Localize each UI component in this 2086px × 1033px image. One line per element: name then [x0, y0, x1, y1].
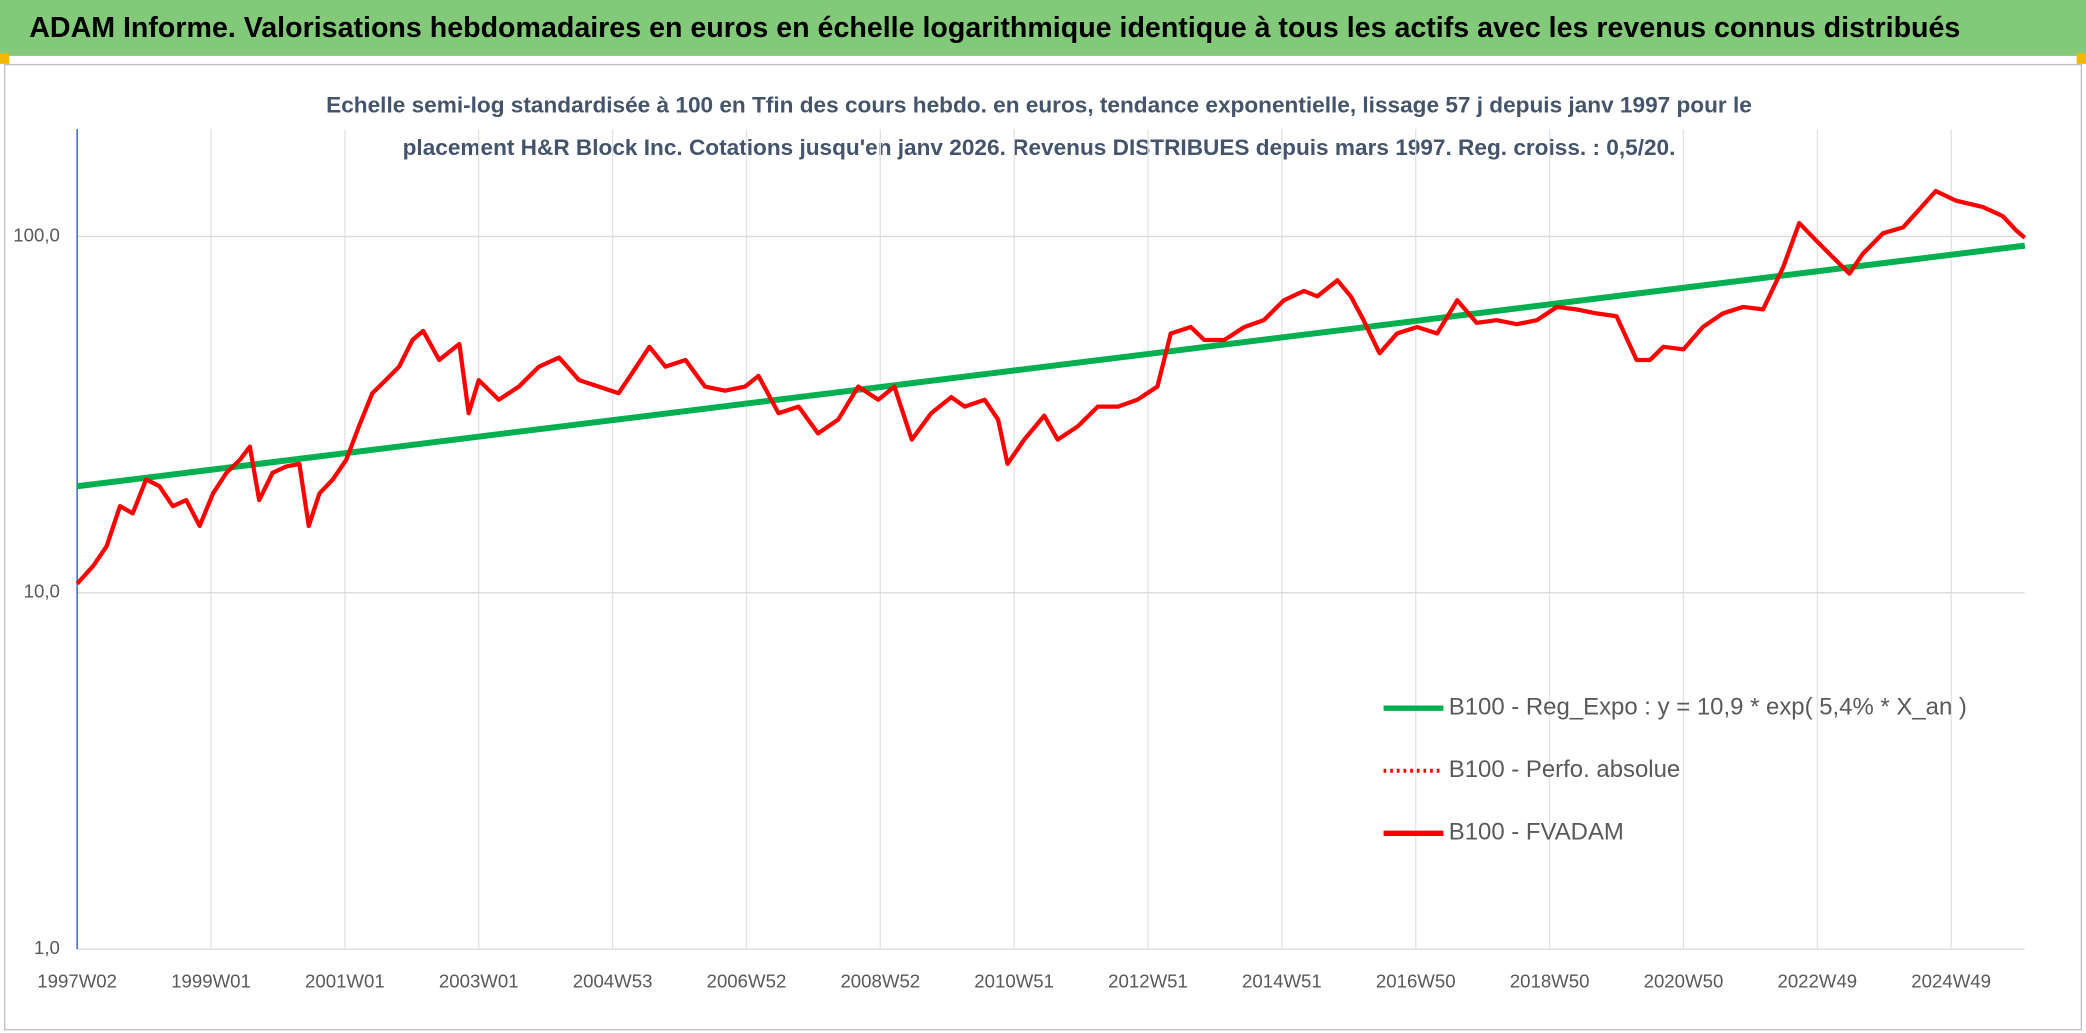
- page-header: ADAM Informe. Valorisations hebdomadaire…: [29, 12, 1960, 44]
- x-tick-label: 2018W50: [1510, 970, 1590, 991]
- y-tick-label: 10,0: [24, 581, 60, 602]
- legend-label: B100 - Reg_Expo : y = 10,9 * exp( 5,4% *…: [1449, 694, 1967, 721]
- x-tick-label: 2024W49: [1911, 970, 1991, 991]
- y-tick-label: 100,0: [13, 224, 60, 245]
- legend-label: B100 - FVADAM: [1449, 819, 1624, 846]
- x-tick-label: 2008W52: [840, 970, 920, 991]
- x-tick-label: 2016W50: [1376, 970, 1456, 991]
- corner-mark: [2076, 53, 2086, 64]
- chart-frame: [3, 63, 2083, 1031]
- chart-title: Echelle semi-log standardisée à 100 en T…: [326, 92, 1752, 117]
- data-line: [75, 188, 2027, 586]
- x-tick-label: 2001W01: [305, 970, 385, 991]
- x-tick-label: 1997W02: [37, 970, 117, 991]
- x-tick-label: 2012W51: [1108, 970, 1188, 991]
- chart-title: placement H&R Block Inc. Cotations jusqu…: [403, 135, 1676, 160]
- corner-mark: [0, 53, 10, 64]
- data-line: [76, 242, 2026, 490]
- x-tick-label: 2022W49: [1777, 970, 1857, 991]
- header-bar: [0, 0, 2086, 56]
- x-tick-label: 2006W52: [707, 970, 787, 991]
- legend-label: B100 - Perfo. absolue: [1449, 756, 1680, 783]
- x-tick-label: 2004W53: [573, 970, 653, 991]
- y-tick-label: 1,0: [34, 937, 60, 958]
- x-tick-label: 2003W01: [439, 970, 519, 991]
- x-tick-label: 2020W50: [1644, 970, 1724, 991]
- x-tick-label: 2014W51: [1242, 970, 1322, 991]
- x-tick-label: 1999W01: [171, 970, 251, 991]
- x-tick-label: 2010W51: [974, 970, 1054, 991]
